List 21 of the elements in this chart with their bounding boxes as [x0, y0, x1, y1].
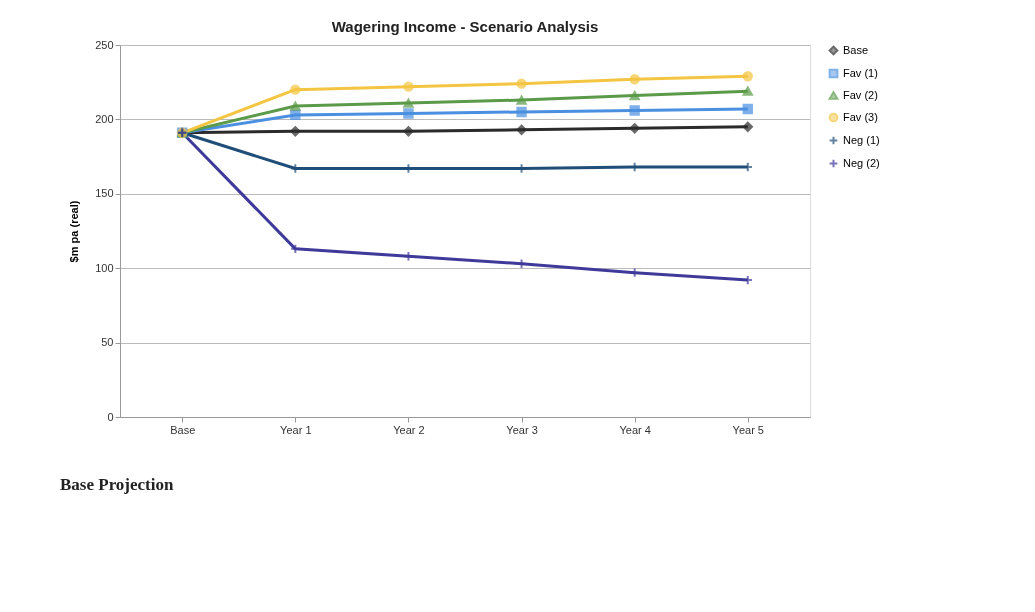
y-tick-label: 150	[95, 187, 114, 200]
x-tick-label: Year 3	[506, 423, 538, 436]
x-tick-label: Year 2	[393, 423, 425, 436]
y-axis-title: $m pa (real)	[68, 200, 81, 263]
legend-label: Neg (2)	[843, 156, 880, 169]
legend-label: Base	[843, 43, 869, 56]
y-tick-label: 100	[95, 261, 114, 274]
x-tick-label: Year 1	[280, 423, 312, 436]
legend-label: Fav (2)	[843, 88, 878, 101]
x-tick-label: Base	[170, 423, 196, 436]
legend-label: Fav (3)	[843, 110, 878, 123]
chart-title: Wagering Income - Scenario Analysis	[331, 18, 599, 35]
y-tick-label: 200	[95, 112, 114, 125]
legend-label: Fav (1)	[843, 66, 878, 79]
y-tick-label: 250	[95, 38, 114, 51]
text: Base Projection	[60, 475, 175, 494]
y-tick-label: 50	[101, 336, 114, 349]
x-tick-label: Year 5	[732, 423, 764, 436]
x-tick-label: Year 4	[619, 423, 651, 436]
y-tick-label: 0	[107, 410, 114, 423]
legend-label: Neg (1)	[843, 133, 880, 146]
